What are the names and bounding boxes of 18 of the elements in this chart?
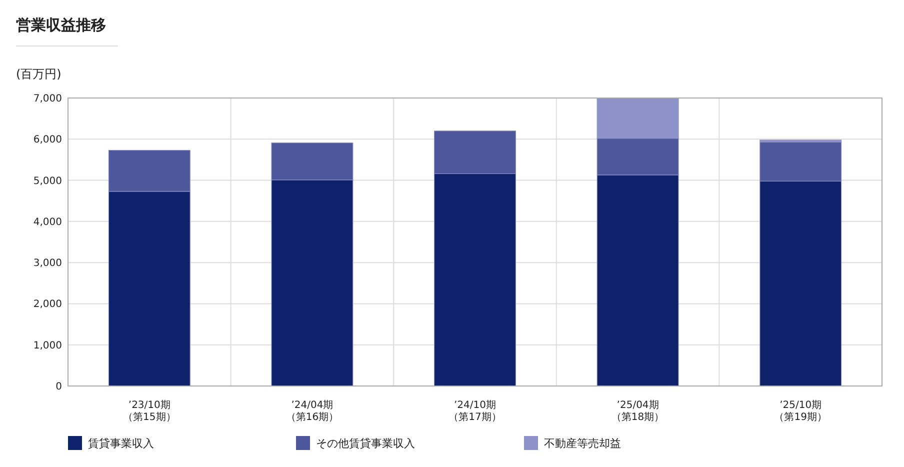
legend-label: 賃貸事業収入 — [88, 436, 154, 450]
y-tick-label: 3,000 — [33, 258, 62, 270]
y-tick-label: 7,000 — [33, 94, 62, 104]
y-tick-label: 5,000 — [33, 176, 62, 187]
x-tick-label: ’25/04期（第18期） — [611, 399, 664, 423]
y-tick-label: 2,000 — [33, 299, 62, 310]
x-tick-label: ’25/10期（第19期） — [774, 399, 827, 423]
y-tick-label: 0 — [56, 382, 62, 392]
x-tick-label: ’23/10期（第15期） — [123, 399, 176, 423]
chart-title: 営業収益推移 — [16, 16, 106, 34]
y-tick-label: 6,000 — [33, 134, 62, 146]
legend-label: その他賃貸事業収入 — [316, 436, 415, 450]
y-tick-label: 1,000 — [33, 340, 62, 352]
legend-label: 不動産等売却益 — [544, 436, 621, 450]
y-tick-label: 4,000 — [33, 216, 62, 228]
x-tick-label: ’24/10期（第17期） — [448, 399, 502, 423]
x-tick-label: ’24/04期（第16期） — [286, 399, 339, 423]
y-axis-title: (百万円) — [16, 67, 62, 81]
